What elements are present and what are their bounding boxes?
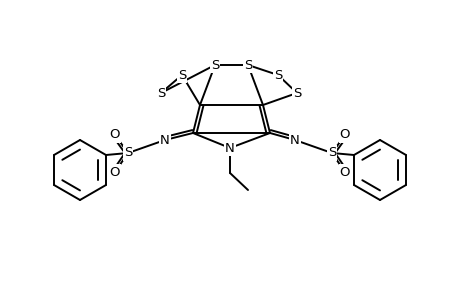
Text: S: S [292, 86, 301, 100]
Text: S: S [327, 146, 336, 160]
Text: O: O [339, 166, 349, 178]
Text: S: S [243, 58, 252, 71]
Text: O: O [339, 128, 349, 142]
Text: S: S [210, 58, 218, 71]
Text: S: S [157, 86, 165, 100]
Text: S: S [178, 68, 186, 82]
Text: O: O [110, 166, 120, 178]
Text: N: N [224, 142, 235, 154]
Text: S: S [273, 68, 281, 82]
Text: S: S [123, 146, 132, 160]
Text: N: N [160, 134, 169, 146]
Text: O: O [110, 128, 120, 142]
Text: N: N [290, 134, 299, 146]
